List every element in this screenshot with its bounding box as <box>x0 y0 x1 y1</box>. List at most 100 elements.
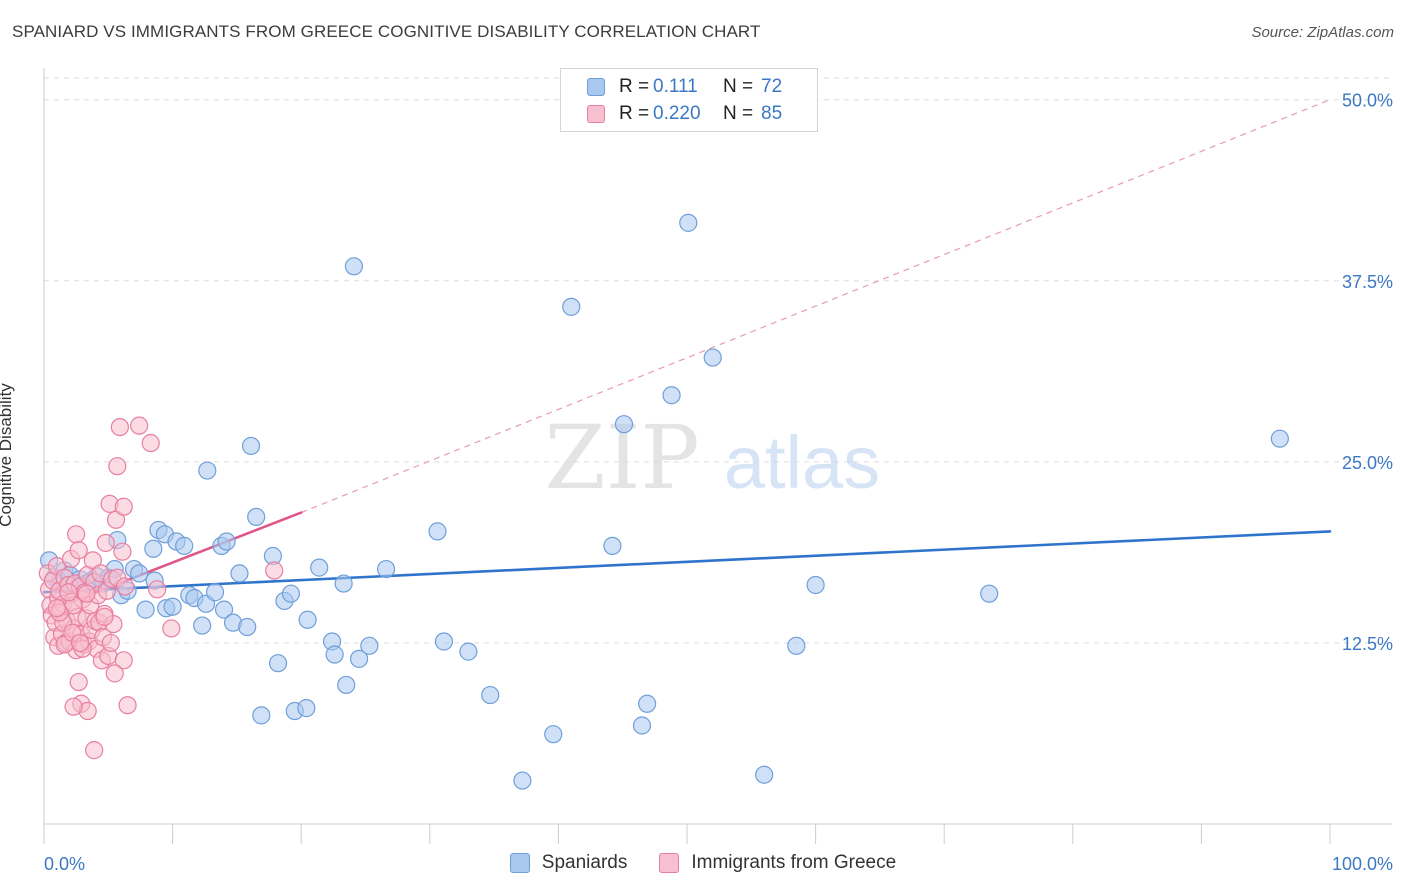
greece-point <box>69 672 88 692</box>
legend-r-label: R = <box>619 76 650 97</box>
greece-point <box>141 433 160 453</box>
legend-n-label: N = <box>723 76 754 97</box>
spaniards-point <box>298 610 317 629</box>
spaniards-point <box>428 522 447 541</box>
spaniards-point <box>787 636 806 655</box>
spaniards-point <box>434 632 454 651</box>
greece-point <box>59 583 78 602</box>
spaniards-point <box>175 536 194 555</box>
legend-n-label: N = <box>723 103 754 124</box>
spaniards-point <box>632 716 652 735</box>
spaniards-point <box>481 685 500 705</box>
legend-n-value: 72 <box>761 76 783 97</box>
spaniards-point <box>459 642 478 661</box>
greece-point <box>67 525 86 544</box>
spaniards-point <box>980 584 999 603</box>
greece-point <box>130 416 149 435</box>
greece-point <box>101 633 120 653</box>
spaniards-point <box>252 706 271 725</box>
spaniards-point <box>238 617 257 637</box>
greece-point <box>96 533 115 553</box>
spaniards-point <box>310 558 329 577</box>
spaniards-point <box>136 600 155 619</box>
spaniards-point <box>334 574 353 593</box>
spaniards-point <box>603 536 622 555</box>
legend-n-value: 85 <box>761 103 783 124</box>
greece-point <box>64 697 83 716</box>
greece-point <box>114 497 133 516</box>
spaniards-point <box>513 771 532 790</box>
greece-point <box>47 599 66 618</box>
legend-item-spaniards[interactable]: Spaniards <box>509 852 627 874</box>
greece-point <box>70 633 90 653</box>
spaniards-point <box>638 694 657 713</box>
spaniards-point <box>268 654 288 673</box>
spaniards-point <box>144 539 163 558</box>
legend-r-label: R = <box>619 103 650 124</box>
legend-row-spaniards: R = 0.111 N = 72 <box>587 75 782 99</box>
legend-label: Immigrants from Greece <box>691 852 897 873</box>
spaniards-point <box>247 507 266 527</box>
spaniards-point <box>360 636 379 655</box>
legend-row-greece: R = 0.220 N = 85 <box>587 102 782 126</box>
tick-labels: 12.5% 25.0% 37.5% 50.0% 0.0% 100.0% <box>44 91 1393 874</box>
spaniards-point <box>281 584 301 603</box>
greece-point <box>115 577 135 596</box>
legend-r-value: 0.111 <box>653 76 698 97</box>
y-tick-label: 12.5% <box>1342 634 1393 654</box>
correlation-legend: R = 0.111 N = 72 R = 0.220 N = 85 <box>560 68 818 132</box>
spaniards-point <box>679 213 698 232</box>
spaniards-point <box>755 765 774 784</box>
spaniards-point <box>614 415 634 434</box>
chart-title: SPANIARD VS IMMIGRANTS FROM GREECE COGNI… <box>12 22 761 41</box>
greece-point <box>77 584 96 603</box>
legend-r-value: 0.220 <box>653 103 701 124</box>
legend-swatch-greece <box>659 853 680 873</box>
spaniards-point <box>337 675 356 695</box>
y-tick-label: 25.0% <box>1342 453 1393 473</box>
trend-lines <box>42 99 1332 614</box>
watermark-atlas: atlas <box>724 421 880 504</box>
spaniards-point <box>806 575 825 595</box>
spaniards-trend-line <box>42 530 1332 594</box>
spaniards-point <box>193 616 212 635</box>
y-tick-label: 37.5% <box>1342 272 1393 292</box>
spaniards-point <box>1270 429 1289 448</box>
axes <box>43 68 1392 844</box>
y-tick-label: 50.0% <box>1342 91 1393 111</box>
x-tick-label: 0.0% <box>44 854 85 874</box>
spaniards-point <box>230 564 249 583</box>
legend-swatch-spaniards <box>587 78 605 96</box>
spaniards-point <box>349 649 369 668</box>
greece-point <box>162 619 181 638</box>
series-legend: Spaniards Immigrants from Greece <box>0 852 1406 874</box>
spaniards-point <box>544 725 563 744</box>
legend-swatch-greece <box>587 105 605 123</box>
greece-point <box>265 561 284 580</box>
spaniards-point <box>325 645 344 664</box>
legend-swatch-spaniards <box>509 853 530 873</box>
greece-point <box>69 541 88 560</box>
spaniards-point <box>214 600 234 619</box>
spaniards-point <box>217 532 236 551</box>
greece-point <box>108 457 127 476</box>
spaniards-point <box>662 386 681 405</box>
source-label: Source: ZipAtlas.com <box>1251 24 1394 41</box>
data-points <box>38 213 1289 790</box>
greece-trend-extension <box>300 99 1331 514</box>
spaniards-point <box>703 348 722 367</box>
spaniards-point <box>344 257 364 276</box>
spaniards-point <box>562 297 581 316</box>
greece-point <box>118 696 137 715</box>
greece-point <box>110 417 129 437</box>
spaniards-point <box>198 461 217 480</box>
legend-item-greece[interactable]: Immigrants from Greece <box>659 852 896 874</box>
greece-point <box>114 651 133 670</box>
spaniards-point <box>376 559 396 579</box>
spaniards-point <box>297 699 316 718</box>
spaniards-point <box>205 583 225 602</box>
spaniards-point <box>241 436 261 456</box>
spaniards-point <box>130 564 149 583</box>
greece-point <box>105 664 124 683</box>
